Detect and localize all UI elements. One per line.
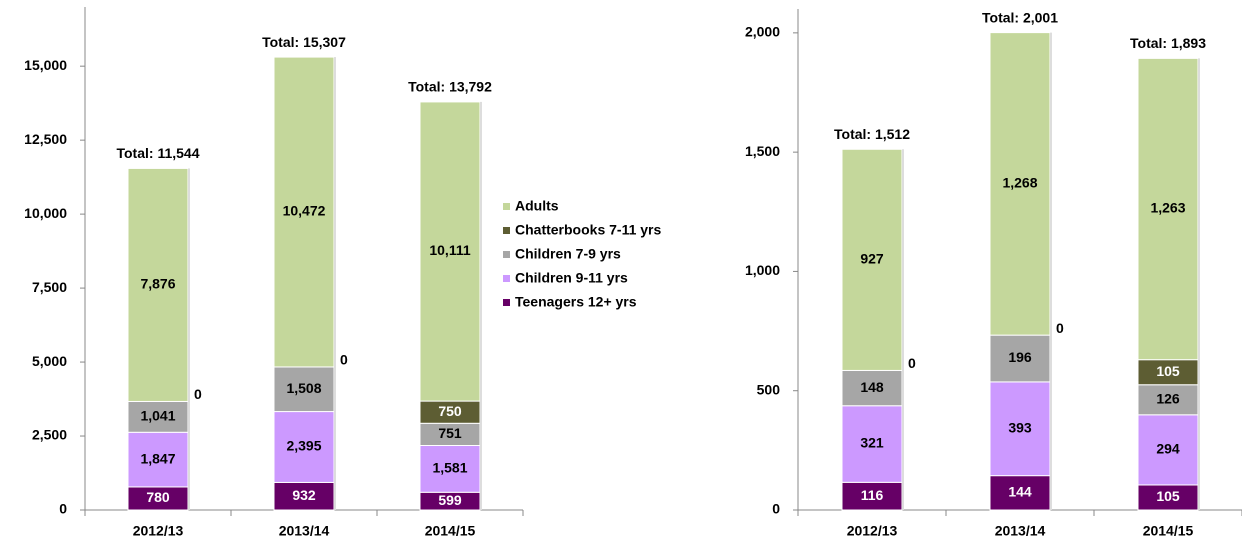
x-tick-label: 2014/15 (425, 523, 476, 539)
bar-segment (273, 366, 335, 413)
total-label: Total: 13,792 (408, 79, 492, 95)
x-tick-label: 2013/14 (279, 523, 330, 539)
bar-segment (841, 369, 903, 407)
bar-segment (273, 411, 335, 483)
value-label: 1,263 (1150, 200, 1185, 216)
y-tick-label: 5,000 (32, 353, 67, 369)
value-label: 116 (861, 487, 884, 503)
total-label: Total: 15,307 (262, 34, 346, 50)
value-label: 105 (1156, 488, 1180, 504)
bar-shadow (1050, 32, 1052, 511)
legend-label: Chatterbooks 7-11 yrs (515, 222, 661, 238)
value-label: 10,111 (429, 242, 470, 258)
y-tick-label: 1,000 (745, 262, 780, 278)
bar-shadow (902, 149, 904, 510)
legend-label: Teenagers 12+ yrs (515, 294, 637, 310)
bar-segment (419, 444, 481, 493)
value-label: 148 (860, 379, 884, 395)
bar-shadow (1198, 58, 1200, 511)
y-tick-label: 10,000 (24, 205, 67, 221)
y-tick-label: 1,500 (745, 143, 780, 159)
y-tick-label: 500 (757, 381, 781, 397)
total-label: Total: 1,893 (1130, 35, 1206, 51)
value-label: 751 (438, 425, 462, 441)
value-label: 0 (194, 386, 202, 402)
value-label: 1,581 (432, 460, 467, 476)
y-tick-label: 2,500 (32, 427, 67, 443)
total-label: Total: 2,001 (982, 9, 1058, 25)
value-label: 126 (1156, 390, 1180, 406)
value-label: 196 (1008, 349, 1032, 365)
value-label: 0 (1056, 320, 1064, 336)
x-tick-label: 2014/15 (1143, 523, 1194, 539)
bar-segment (1137, 57, 1199, 361)
bar-segment (1137, 414, 1199, 486)
value-label: 10,472 (283, 203, 326, 219)
bar-segment (419, 101, 481, 402)
value-label: 1,268 (1002, 175, 1037, 191)
legend-label: Children 7-9 yrs (515, 246, 621, 262)
bar-segment (989, 381, 1051, 477)
value-label: 1,847 (140, 450, 175, 466)
value-label: 144 (1008, 484, 1032, 500)
x-tick-label: 2013/14 (995, 523, 1046, 539)
value-label: 0 (908, 355, 916, 371)
y-tick-label: 0 (59, 501, 67, 517)
bar-segment (1137, 359, 1199, 386)
legend-label: Children 9-11 yrs (515, 270, 628, 286)
value-label: 599 (438, 492, 462, 508)
legend-marker (503, 275, 510, 282)
total-label: Total: 1,512 (834, 126, 910, 142)
legend-marker (503, 299, 510, 306)
bar-segment (989, 32, 1051, 336)
bar-segment (127, 400, 189, 433)
bar-segment (841, 148, 903, 371)
value-label: 2,395 (286, 438, 321, 454)
value-label: 1,508 (286, 380, 321, 396)
y-tick-label: 7,500 (32, 279, 67, 295)
value-label: 105 (1156, 363, 1180, 379)
x-tick-label: 2012/13 (133, 523, 184, 539)
bar-segment (273, 56, 335, 368)
value-label: 0 (340, 352, 348, 368)
x-tick-label: 2012/13 (847, 523, 898, 539)
legend-label: Adults (515, 198, 559, 214)
value-label: 294 (1156, 441, 1180, 457)
value-label: 750 (438, 403, 462, 419)
value-label: 780 (146, 489, 170, 505)
bar-segment (841, 481, 903, 511)
legend-marker (503, 227, 510, 234)
value-label: 393 (1008, 419, 1032, 435)
bar-segment (841, 405, 903, 483)
bar-segment (1137, 384, 1199, 416)
total-label: Total: 11,544 (116, 145, 199, 161)
value-label: 927 (860, 251, 884, 267)
y-tick-label: 0 (772, 501, 780, 517)
legend-marker (503, 203, 510, 210)
bar-shadow (480, 101, 482, 510)
bar-segment (127, 167, 189, 402)
bar-segment (127, 431, 189, 488)
value-label: 1,041 (140, 408, 175, 424)
value-label: 932 (292, 487, 316, 503)
legend-marker (503, 251, 510, 258)
bar-segment (989, 334, 1051, 383)
value-label: 7,876 (140, 276, 175, 292)
bar-shadow (334, 57, 336, 510)
y-tick-label: 15,000 (24, 57, 67, 73)
value-label: 321 (860, 435, 884, 451)
y-tick-label: 2,000 (745, 24, 780, 40)
bar-shadow (188, 168, 190, 510)
bar-segment (1137, 484, 1199, 511)
y-tick-label: 12,500 (24, 131, 67, 147)
